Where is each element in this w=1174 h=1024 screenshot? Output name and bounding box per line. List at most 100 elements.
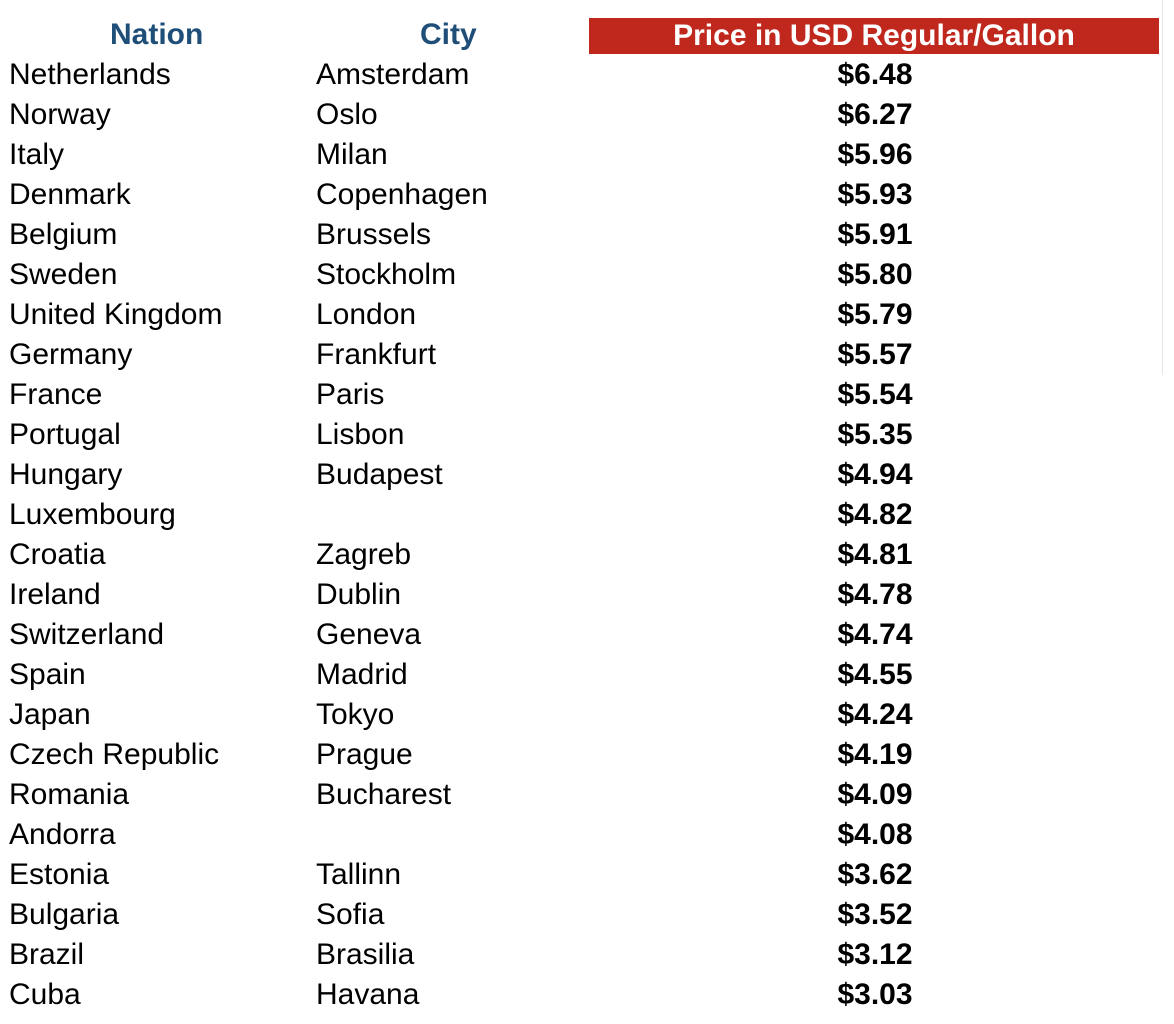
price-cell: $3.52 (837, 898, 913, 931)
table-row: France Paris $5.54 (0, 375, 1174, 415)
price-table: Netherlands Amsterdam $6.48 Norway Oslo … (0, 55, 1174, 1015)
nation-cell: Ireland (9, 578, 101, 611)
price-cell: $5.93 (837, 178, 913, 211)
nation-cell: Romania (9, 778, 130, 811)
table-row: Czech Republic Prague $4.19 (0, 735, 1174, 775)
table-row: Belgium Brussels $5.91 (0, 215, 1174, 255)
city-cell: Tokyo (316, 698, 395, 731)
table-header: Nation City Price in USD Regular/Gallon (0, 14, 1174, 56)
city-cell: Paris (316, 378, 385, 411)
price-cell: $5.96 (837, 138, 913, 171)
city-cell: Zagreb (316, 538, 412, 571)
table-row: Ireland Dublin $4.78 (0, 575, 1174, 615)
price-cell: $4.81 (837, 538, 913, 571)
table-row: Andorra $4.08 (0, 815, 1174, 855)
nation-cell: Andorra (9, 818, 116, 851)
nation-column-header: Nation (110, 18, 204, 51)
city-cell: Brussels (316, 218, 432, 251)
city-cell: Frankfurt (316, 338, 437, 371)
price-cell: $4.94 (837, 458, 913, 491)
table-row: Denmark Copenhagen $5.93 (0, 175, 1174, 215)
price-cell: $4.55 (837, 658, 913, 691)
price-cell: $5.91 (837, 218, 913, 251)
price-cell: $4.19 (837, 738, 913, 771)
nation-cell: Germany (9, 338, 133, 371)
nation-cell: Bulgaria (9, 898, 120, 931)
city-cell: Oslo (316, 98, 378, 131)
table-row: Estonia Tallinn $3.62 (0, 855, 1174, 895)
nation-cell: Spain (9, 658, 86, 691)
price-cell: $4.09 (837, 778, 913, 811)
city-cell: Budapest (316, 458, 443, 491)
price-cell: $5.79 (837, 298, 913, 331)
table-row: Spain Madrid $4.55 (0, 655, 1174, 695)
city-cell: Sofia (316, 898, 385, 931)
price-cell: $5.57 (837, 338, 913, 371)
table-row: Luxembourg $4.82 (0, 495, 1174, 535)
price-cell: $5.35 (837, 418, 913, 451)
city-cell: Havana (316, 978, 420, 1011)
price-cell: $4.24 (837, 698, 913, 731)
city-cell: Milan (316, 138, 388, 171)
price-cell: $4.08 (837, 818, 913, 851)
table-row: Italy Milan $5.96 (0, 135, 1174, 175)
price-cell: $5.80 (837, 258, 913, 291)
nation-cell: Luxembourg (9, 498, 176, 531)
nation-cell: Croatia (9, 538, 106, 571)
table-row: Switzerland Geneva $4.74 (0, 615, 1174, 655)
table-row: Sweden Stockholm $5.80 (0, 255, 1174, 295)
nation-cell: Czech Republic (9, 738, 220, 771)
city-cell: Dublin (316, 578, 402, 611)
city-column-header: City (420, 18, 477, 51)
city-cell: Lisbon (316, 418, 405, 451)
nation-cell: Japan (9, 698, 91, 731)
nation-cell: Sweden (9, 258, 118, 291)
nation-cell: Denmark (9, 178, 131, 211)
table-row: Japan Tokyo $4.24 (0, 695, 1174, 735)
table-row: Portugal Lisbon $5.35 (0, 415, 1174, 455)
nation-cell: Switzerland (9, 618, 165, 651)
nation-cell: Estonia (9, 858, 110, 891)
nation-cell: Hungary (9, 458, 123, 491)
table-row: Brazil Brasilia $3.12 (0, 935, 1174, 975)
city-cell: Brasilia (316, 938, 415, 971)
city-cell: Prague (316, 738, 413, 771)
table-row: Cuba Havana $3.03 (0, 975, 1174, 1015)
price-cell: $3.62 (837, 858, 913, 891)
city-cell: Stockholm (316, 258, 457, 291)
price-column-header: Price in USD Regular/Gallon (589, 18, 1159, 54)
city-cell: Copenhagen (316, 178, 488, 211)
city-cell: Geneva (316, 618, 422, 651)
table-row: Romania Bucharest $4.09 (0, 775, 1174, 815)
city-cell: Bucharest (316, 778, 452, 811)
city-cell: Tallinn (316, 858, 402, 891)
price-cell: $6.48 (837, 58, 913, 91)
nation-cell: Portugal (9, 418, 121, 451)
table-row: Croatia Zagreb $4.81 (0, 535, 1174, 575)
nation-cell: Norway (9, 98, 111, 131)
table-row: Germany Frankfurt $5.57 (0, 335, 1174, 375)
nation-cell: Italy (9, 138, 65, 171)
price-cell: $3.12 (837, 938, 913, 971)
price-cell: $6.27 (837, 98, 913, 131)
nation-cell: Brazil (9, 938, 85, 971)
price-cell: $3.03 (837, 978, 913, 1011)
city-cell: London (316, 298, 417, 331)
price-cell: $5.54 (837, 378, 913, 411)
table-row: Bulgaria Sofia $3.52 (0, 895, 1174, 935)
nation-cell: France (9, 378, 103, 411)
price-cell: $4.82 (837, 498, 913, 531)
table-row: Norway Oslo $6.27 (0, 95, 1174, 135)
price-cell: $4.74 (837, 618, 913, 651)
table-row: Netherlands Amsterdam $6.48 (0, 55, 1174, 95)
city-cell: Amsterdam (316, 58, 470, 91)
table-row: United Kingdom London $5.79 (0, 295, 1174, 335)
price-cell: $4.78 (837, 578, 913, 611)
nation-cell: Cuba (9, 978, 81, 1011)
nation-cell: United Kingdom (9, 298, 223, 331)
city-cell: Madrid (316, 658, 408, 691)
table-row: Hungary Budapest $4.94 (0, 455, 1174, 495)
sheet-edge (1162, 0, 1174, 375)
nation-cell: Netherlands (9, 58, 171, 91)
nation-cell: Belgium (9, 218, 118, 251)
